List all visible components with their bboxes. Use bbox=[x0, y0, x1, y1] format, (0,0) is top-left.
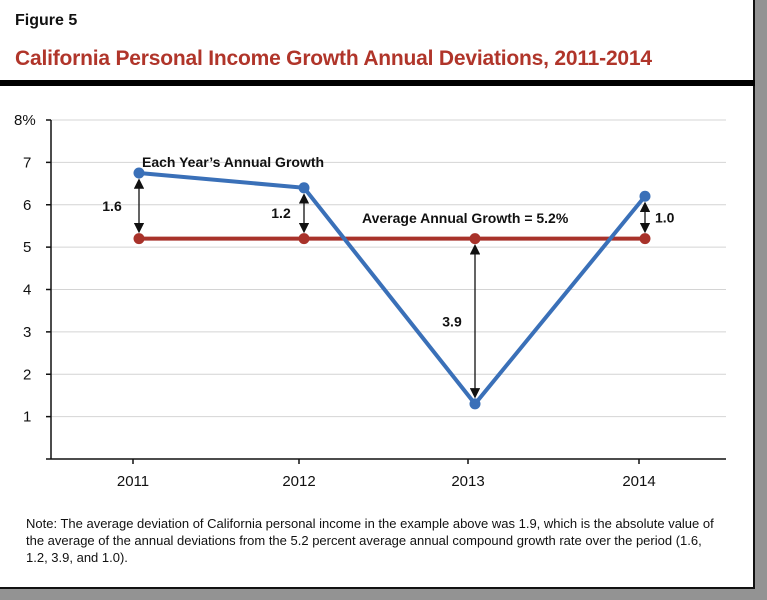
y-tick-label: 4 bbox=[23, 282, 31, 299]
y-tick-label: 7 bbox=[23, 154, 31, 171]
average-growth-point bbox=[469, 233, 481, 245]
deviation-label: 1.0 bbox=[655, 209, 675, 225]
annual-growth-label: Each Year’s Annual Growth bbox=[142, 154, 324, 170]
annual-growth-point bbox=[298, 182, 310, 194]
y-tick-label: 8% bbox=[14, 112, 36, 129]
figure-label: Figure 5 bbox=[15, 12, 78, 29]
header-divider bbox=[0, 80, 755, 86]
y-tick-label: 1 bbox=[23, 409, 31, 426]
average-growth-point bbox=[133, 233, 145, 245]
deviation-label: 1.2 bbox=[271, 205, 291, 221]
figure-frame bbox=[0, 0, 755, 589]
deviation-label: 1.6 bbox=[102, 198, 122, 214]
y-tick-label: 6 bbox=[23, 197, 31, 214]
y-tick-label: 5 bbox=[23, 239, 31, 256]
average-growth-point bbox=[298, 233, 310, 245]
annual-growth-point bbox=[469, 398, 481, 410]
chart-title: California Personal Income Growth Annual… bbox=[15, 47, 652, 70]
x-tick-label: 2011 bbox=[117, 473, 149, 490]
annual-growth-line bbox=[138, 170, 647, 408]
annual-growth-point bbox=[133, 167, 145, 179]
x-tick-label: 2012 bbox=[282, 473, 315, 490]
x-tick-label: 2013 bbox=[451, 473, 484, 490]
annual-growth-point bbox=[639, 190, 651, 202]
average-growth-label: Average Annual Growth = 5.2% bbox=[362, 210, 569, 226]
y-tick-label: 3 bbox=[23, 324, 31, 341]
y-tick-label: 2 bbox=[23, 366, 31, 383]
average-growth-point bbox=[639, 233, 651, 245]
chart-note: Note: The average deviation of Californi… bbox=[26, 516, 714, 565]
x-tick-label: 2014 bbox=[622, 473, 655, 490]
deviation-label: 3.9 bbox=[442, 313, 462, 329]
